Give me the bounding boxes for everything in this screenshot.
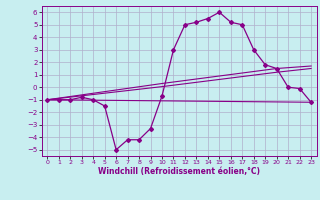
X-axis label: Windchill (Refroidissement éolien,°C): Windchill (Refroidissement éolien,°C) bbox=[98, 167, 260, 176]
